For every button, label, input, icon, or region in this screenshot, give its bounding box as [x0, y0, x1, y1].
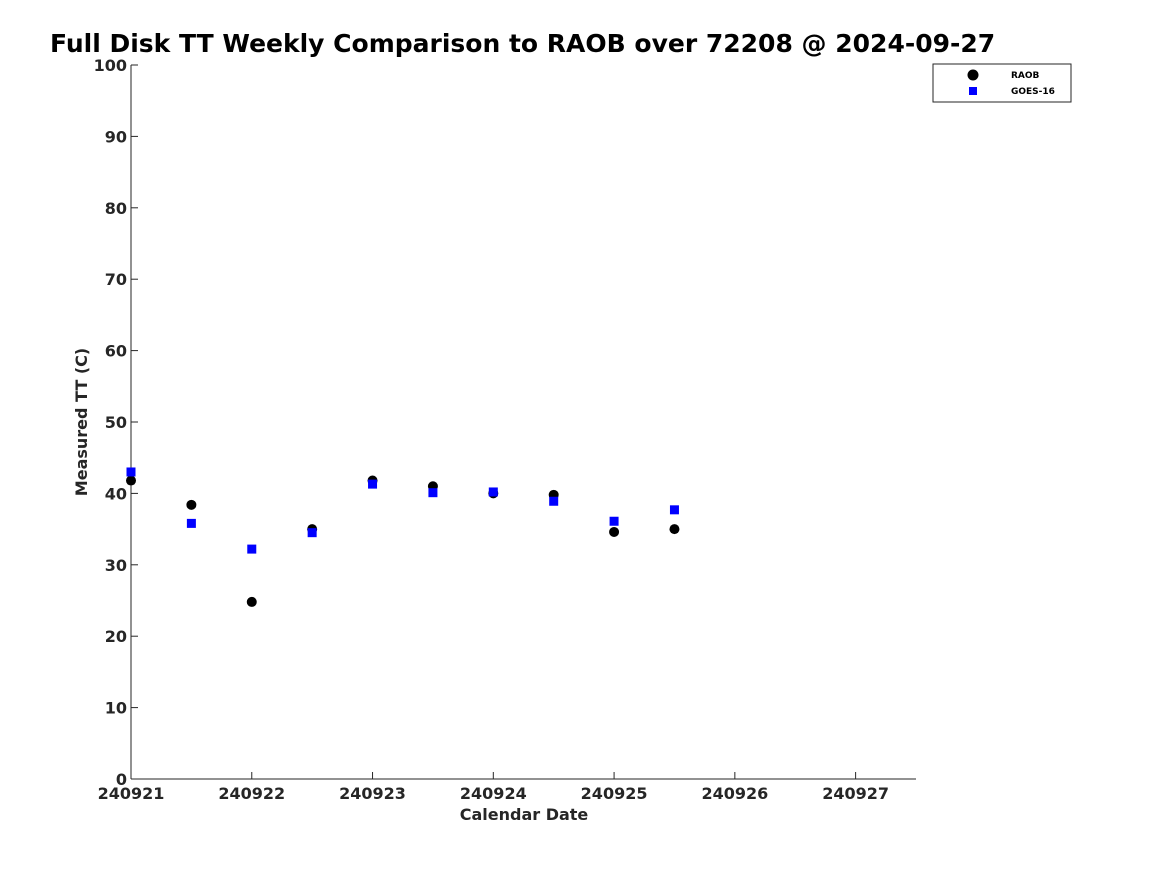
y-tick-label: 60 — [105, 342, 127, 361]
raob-point — [126, 475, 136, 486]
legend-goes-16-marker — [969, 87, 977, 95]
goes-16-point — [428, 488, 438, 498]
x-ticks: 240921 240922 240923 240924 240925 240926 2409… — [98, 772, 889, 803]
y-tick-label: 20 — [105, 627, 127, 646]
y-tick-label: 50 — [105, 413, 127, 432]
x-tick-label: 240927 — [822, 784, 889, 803]
x-tick-label: 240924 — [460, 784, 527, 803]
goes-16-point — [247, 544, 257, 554]
x-tick-label: 240921 — [98, 784, 165, 803]
legend-raob-label: RAOB — [1011, 71, 1040, 81]
raob-point — [246, 596, 257, 607]
legend-box — [932, 63, 1072, 103]
x-tick-label: 240925 — [581, 784, 648, 803]
x-tick-label: 240926 — [701, 784, 768, 803]
raob-point — [609, 526, 620, 537]
goes-16-point — [669, 505, 679, 515]
x-tick-label: 240923 — [339, 784, 406, 803]
y-tick-label: 0 — [116, 770, 127, 789]
y-tick-label: 30 — [105, 556, 127, 575]
chart-title: Full Disk TT Weekly Comparison to RAOB o… — [50, 29, 995, 58]
legend-goes-16-label: GOES-16 — [1011, 87, 1055, 97]
y-ticks: 0 10 20 30 40 50 60 70 80 90 100 — [94, 56, 138, 789]
goes-16-point — [609, 516, 619, 526]
y-tick-label: 10 — [105, 699, 127, 718]
goes-16-point — [549, 496, 559, 506]
y-tick-label: 40 — [105, 484, 127, 503]
goes-16-point — [488, 487, 498, 497]
goes-16-point — [368, 479, 378, 489]
y-tick-label: 100 — [94, 56, 127, 75]
raob-point — [669, 524, 680, 535]
y-tick-label: 80 — [105, 199, 127, 218]
goes-16-point — [126, 467, 136, 477]
x-tick-label: 240922 — [218, 784, 285, 803]
y-tick-label: 70 — [105, 270, 127, 289]
raob-point — [186, 499, 197, 510]
goes-16-point — [186, 518, 196, 528]
y-axis-label: Measured TT (C) — [72, 348, 91, 496]
data-points — [126, 467, 680, 607]
legend: RAOB GOES-16 — [932, 63, 1072, 103]
goes-16-point — [307, 528, 317, 538]
plot-axes — [130, 65, 916, 780]
legend-raob-marker — [967, 69, 979, 81]
y-tick-label: 90 — [105, 127, 127, 146]
x-axis-label: Calendar Date — [460, 805, 589, 824]
